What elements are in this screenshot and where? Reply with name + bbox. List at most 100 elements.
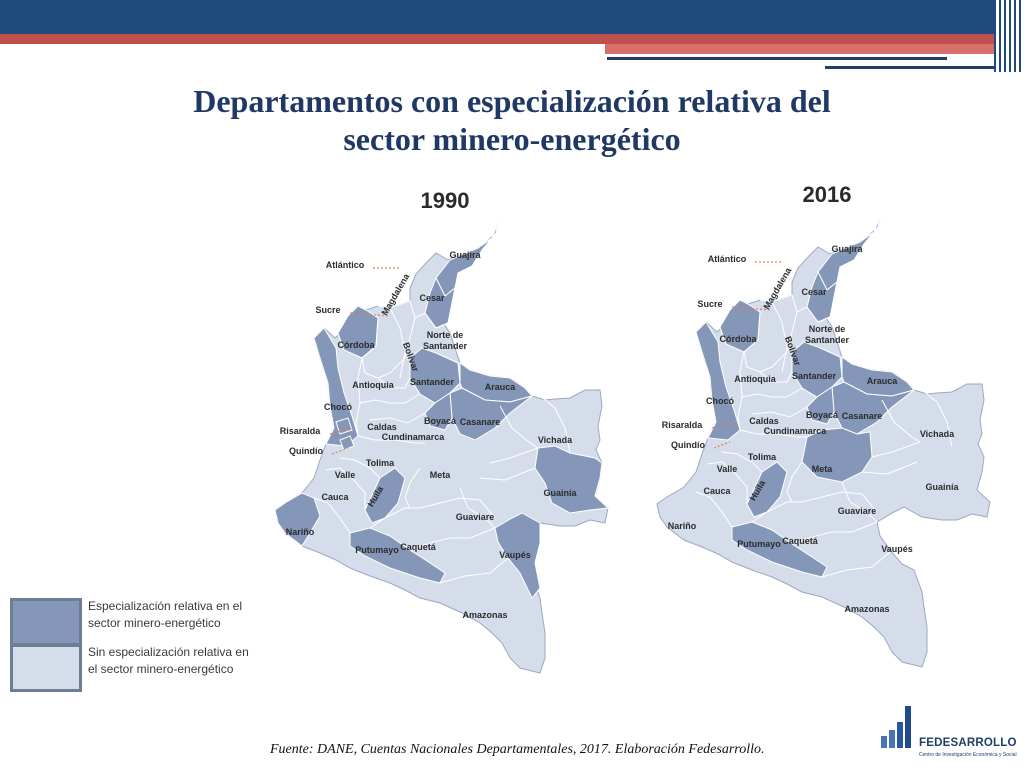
legend-swatch-specialized [10, 598, 82, 646]
decorative-stripes [994, 0, 1024, 72]
dept-label-guaviare: Guaviare [456, 512, 495, 522]
map-year-label: 2016 [803, 182, 852, 207]
dept-label-sucre: Sucre [315, 305, 340, 315]
department-border [751, 491, 878, 523]
dept-label-meta: Meta [430, 470, 451, 480]
department-border [339, 457, 381, 479]
dept-label-vaupes: Vaupés [499, 550, 531, 560]
dept-label-santander: Santander [410, 377, 455, 387]
legend-item-not-specialized: Sin especialización relativa en el secto… [8, 642, 308, 692]
dept-label-caqueta: Caquetá [782, 536, 819, 546]
department-border [414, 312, 449, 329]
dept-label-meta: Meta [812, 464, 833, 474]
department-border [721, 451, 763, 473]
department-choco [313, 327, 359, 447]
department-border [361, 300, 416, 379]
department-border [741, 387, 803, 398]
department-border [489, 447, 539, 464]
department-border [796, 306, 831, 323]
department-putumayo [349, 527, 446, 584]
dept-label-cundinamarca: Cundinamarca [764, 426, 828, 436]
department-border [369, 412, 426, 424]
decorative-line [825, 66, 1005, 69]
dept-label-caldas: Caldas [367, 422, 397, 432]
dept-label-vichada: Vichada [538, 435, 573, 445]
dept-label-casanare: Casanare [460, 417, 501, 427]
dept-label-vaupes: Vaupés [881, 544, 913, 554]
dept-label-sucre: Sucre [697, 299, 722, 309]
dept-label-choco: Chocó [324, 402, 353, 412]
dept-label-risaralda: Risaralda [662, 420, 704, 430]
legend-line: sector minero-energético [88, 616, 221, 630]
dept-label-guainia: Guainía [543, 488, 577, 498]
department-guainia [534, 445, 610, 514]
dept-label-vichada: Vichada [920, 429, 955, 439]
department-border [739, 429, 807, 438]
dept-label-guainia: Guainía [925, 482, 959, 492]
legend-line: Especialización relativa en el [88, 599, 243, 613]
department-border [871, 441, 921, 458]
dept-label-guajira: Guajira [831, 244, 863, 254]
dept-label-quindio: Quindío [671, 440, 705, 450]
department-border [759, 371, 793, 383]
dept-label-atlantico: Atlántico [708, 254, 747, 264]
department-border [499, 405, 539, 449]
dept-label-guajira: Guajira [449, 250, 481, 260]
department-border [921, 389, 953, 448]
department-narino [274, 492, 321, 547]
legend-line: el sector minero-energético [88, 662, 234, 676]
department-border [404, 467, 421, 509]
dept-label-amazonas: Amazonas [844, 604, 889, 614]
dept-label-cundinamarca: Cundinamarca [382, 432, 446, 442]
department-huila [746, 461, 788, 518]
department-huila [364, 467, 406, 524]
dept-label-norte-de-santander: Norte de Santander [805, 324, 850, 345]
department-border [861, 461, 918, 475]
legend-line: Sin especialización relativa en [88, 645, 249, 659]
decorative-line [607, 57, 947, 60]
department-border [771, 301, 788, 373]
department-border [821, 551, 891, 578]
department-border [751, 406, 808, 418]
dept-label-guaviare: Guaviare [838, 506, 877, 516]
top-banner-blue [0, 0, 1000, 34]
dept-label-valle: Valle [335, 470, 356, 480]
dept-label-putumayo: Putumayo [737, 539, 781, 549]
dept-label-cauca: Cauca [703, 486, 731, 496]
label-leader-line [349, 312, 391, 317]
dept-label-caldas: Caldas [749, 416, 779, 426]
department-border [389, 307, 406, 379]
department-putumayo [731, 521, 828, 578]
dept-label-amazonas: Amazonas [462, 610, 507, 620]
department-risaralda [335, 417, 353, 435]
department-border [359, 393, 421, 404]
label-leader-line [731, 306, 773, 311]
dept-label-casanare: Casanare [842, 411, 883, 421]
dept-label-valle: Valle [717, 464, 738, 474]
label-leader-line [713, 441, 731, 449]
dept-label-narino: Nariño [286, 527, 315, 537]
dept-label-cesar: Cesar [801, 287, 827, 297]
dept-label-antioquia: Antioquia [734, 374, 776, 384]
department-border [479, 467, 536, 481]
dept-label-tolima: Tolima [748, 452, 777, 462]
department-casanare [449, 387, 533, 441]
top-banner-red-tab [605, 44, 1000, 54]
legend-swatch-not-specialized [10, 644, 82, 692]
department-choco [695, 321, 741, 441]
department-border [313, 497, 351, 534]
department-border [786, 461, 803, 503]
dept-label-cauca: Cauca [321, 492, 349, 502]
department-santander [409, 347, 461, 404]
logo-subtitle: Centro de Investigación Económica y Soci… [919, 752, 1017, 758]
department-border [357, 435, 425, 444]
logo-name: FEDESARROLLO [919, 737, 1017, 749]
dept-label-arauca: Arauca [867, 376, 899, 386]
department-santander [791, 341, 843, 398]
logo-bars-icon [881, 706, 911, 748]
dept-label-quindio: Quindío [289, 446, 323, 456]
dept-label-arauca: Arauca [485, 382, 517, 392]
